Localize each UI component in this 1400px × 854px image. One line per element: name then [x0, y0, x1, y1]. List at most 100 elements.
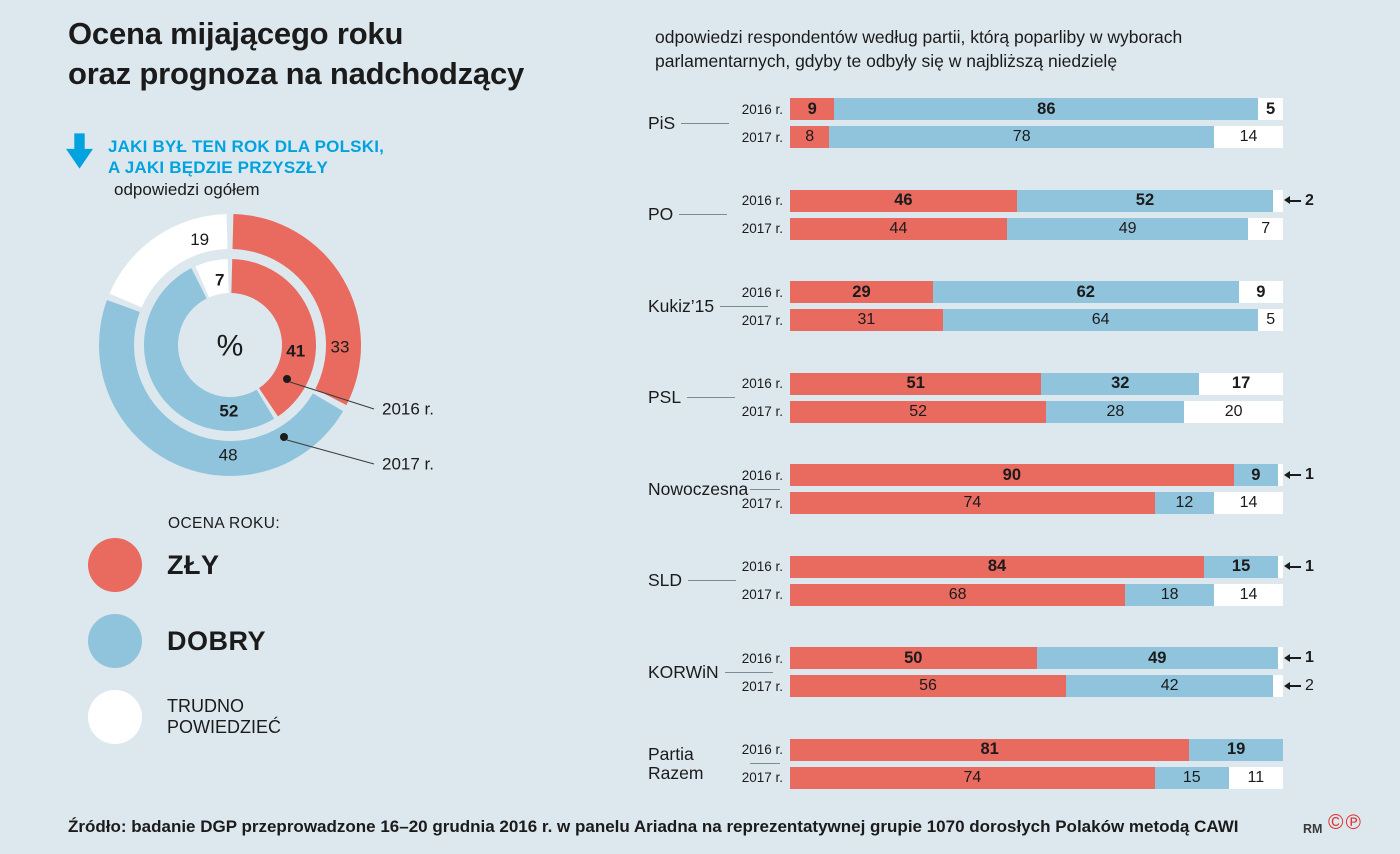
stacked-bar: 74 15 11 — [790, 766, 1283, 789]
segment-value: 29 — [852, 282, 871, 301]
bar-segment: 5 — [1258, 309, 1283, 331]
segment-value: 32 — [1111, 374, 1130, 392]
bar-segment: 9 — [790, 98, 835, 120]
callout-label-2016: 2016 r. — [382, 400, 434, 419]
legend-swatch-unsure — [88, 690, 142, 744]
segment-value: 31 — [857, 311, 876, 328]
bar-segment: 5 — [1258, 98, 1283, 120]
segment-value: 14 — [1239, 128, 1258, 145]
question-line-2: A JAKI BĘDZIE PRZYSZŁY — [108, 158, 329, 177]
bar-segment: 56 — [790, 675, 1067, 697]
donut-segment-2017-2 — [109, 214, 228, 308]
bar-segment: 49 — [1036, 647, 1279, 669]
bar-segment: 11 — [1228, 766, 1283, 789]
party-rows: 2016 r. 9 86 5 2017 r. 8 78 14 — [737, 98, 1283, 148]
donut-segment-2017-0 — [232, 214, 361, 406]
segment-value: 62 — [1076, 282, 1095, 301]
stacked-bar: 31 64 5 — [790, 309, 1283, 331]
bar-row: 2017 r. 52 28 20 — [737, 400, 1283, 423]
bar-segment: 12 — [1154, 492, 1214, 514]
segment-value: 14 — [1239, 585, 1258, 603]
party-label: Partia Razem — [648, 743, 704, 783]
year-label: 2016 r. — [741, 467, 783, 483]
donut-value-label: 41 — [286, 341, 305, 360]
segment-value: 52 — [909, 402, 928, 420]
party-connector-line — [750, 763, 780, 764]
donut-value-label: 33 — [331, 337, 350, 356]
donut-rings: 41 52 7 33 48 19 — [98, 214, 361, 477]
party-rows: 2016 r. 29 62 9 2017 r. 31 64 5 — [737, 281, 1283, 331]
party-label-block: Kukiz’15 — [648, 281, 782, 331]
callout-arrow-icon — [1284, 653, 1301, 662]
party-group: PO 2016 r. 46 52 2 2017 r. 44 49 7 — [648, 189, 1400, 240]
donut-segment-2016-1 — [144, 268, 275, 431]
party-label-block: Partia Razem — [648, 739, 782, 789]
stacked-bar: 90 9 1 — [790, 464, 1314, 486]
year-label: 2017 r. — [741, 495, 783, 511]
year-label: 2016 r. — [741, 284, 783, 300]
donut-value-label: 52 — [219, 401, 238, 420]
party-label: PSL — [648, 387, 682, 407]
year-label: 2016 r. — [741, 193, 783, 208]
stacked-bar: 50 49 1 — [790, 647, 1314, 669]
bar-segment: 18 — [1125, 583, 1214, 606]
party-label: KORWiN — [648, 661, 719, 682]
bar-row: 2016 r. 29 62 9 — [737, 281, 1283, 303]
down-arrow-icon — [66, 133, 93, 169]
bar-row: 2017 r. 74 12 14 — [737, 492, 1283, 514]
bar-segment: 51 — [790, 372, 1042, 395]
segment-value: 12 — [1175, 494, 1194, 511]
copyright-icons: ©℗ — [1328, 811, 1363, 834]
segment-value: 28 — [1106, 402, 1125, 420]
stacked-bar: 8 78 14 — [790, 126, 1283, 148]
party-label-block: PO — [648, 190, 782, 240]
bar-segment: 90 — [790, 464, 1234, 486]
party-connector-line — [724, 671, 773, 673]
segment-value: 5 — [1266, 311, 1276, 328]
donut-value-label: 48 — [219, 445, 238, 464]
callout-arrow-icon — [1284, 470, 1301, 479]
bar-segment: 14 — [1213, 583, 1283, 606]
bar-segment — [1273, 675, 1283, 697]
party-group: Nowoczesna 2016 r. 90 9 1 2017 r. 74 12 14 — [648, 464, 1400, 514]
bar-segment: 49 — [1006, 217, 1249, 240]
bar-row: 2017 r. 68 18 14 — [737, 583, 1283, 606]
callout-dot-2016 — [283, 375, 291, 383]
callout-value: 1 — [1305, 557, 1314, 575]
callout-arrow-icon — [1284, 562, 1301, 570]
overall-donut-chart: 41 52 7 33 48 19 2016 r. 2017 r. % — [98, 214, 434, 477]
segment-value: 86 — [1037, 99, 1056, 118]
segment-value: 44 — [889, 219, 908, 237]
year-label: 2017 r. — [741, 587, 783, 602]
page-title-line-2: oraz prognoza na nadchodzący — [68, 56, 525, 91]
stacked-bar: 74 12 14 — [790, 492, 1283, 514]
bar-segment: 81 — [790, 738, 1190, 761]
segment-value: 11 — [1247, 768, 1265, 786]
segment-value: 49 — [1148, 648, 1167, 667]
bar-segment: 14 — [1213, 126, 1283, 148]
legend-item-good: DOBRY — [88, 614, 317, 668]
segment-value: 18 — [1160, 585, 1179, 603]
question-heading: JAKI BYŁ TEN ROK DLA POLSKI, A JAKI BĘDZ… — [108, 136, 384, 178]
bar-segment: 31 — [790, 309, 943, 331]
source-note: Źródło: badanie DGP przeprowadzone 16–20… — [68, 817, 1239, 836]
year-label: 2017 r. — [741, 404, 783, 419]
author-initials: RM — [1303, 822, 1323, 836]
bar-segment — [1278, 647, 1283, 669]
stacked-bar: 9 86 5 — [790, 98, 1283, 120]
segment-value: 15 — [1182, 768, 1201, 786]
bar-row: 2017 r. 8 78 14 — [737, 126, 1283, 148]
callout-line-2016 — [289, 381, 375, 410]
segment-value: 74 — [963, 768, 982, 786]
legend-swatch-bad — [88, 538, 142, 592]
party-label: PO — [648, 204, 674, 224]
stacked-bar: 81 19 — [790, 738, 1283, 761]
legend-swatch-good — [88, 614, 142, 668]
callout-value: 1 — [1305, 649, 1314, 666]
year-label: 2016 r. — [741, 650, 783, 666]
donut-segment-2017-1 — [98, 299, 344, 477]
bar-segment: 64 — [942, 309, 1259, 331]
callout-dot-2017 — [280, 433, 288, 441]
party-chart-title: odpowiedzi respondentów według partii, k… — [655, 27, 1183, 71]
bar-segment: 46 — [790, 189, 1017, 212]
